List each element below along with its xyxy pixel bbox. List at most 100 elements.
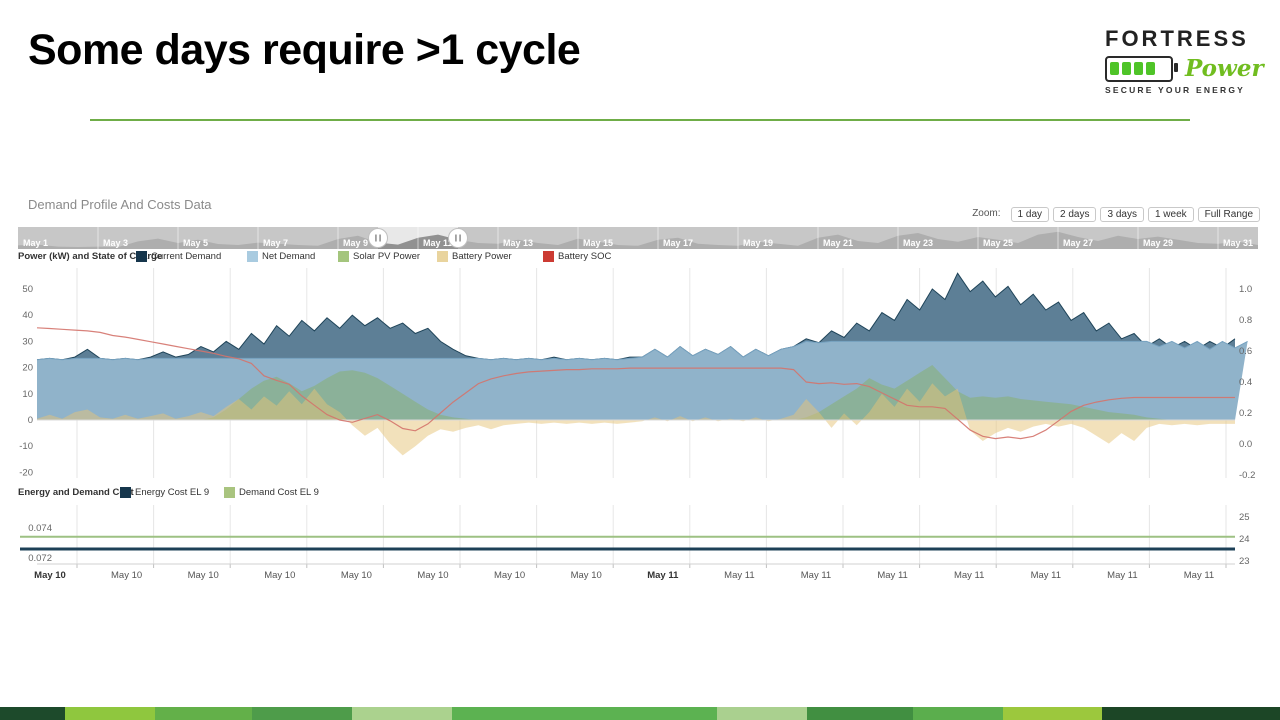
navigator-date-label: May 23 xyxy=(903,238,933,248)
navigator-date-label: May 3 xyxy=(103,238,128,248)
zoom-label: Zoom: xyxy=(972,207,1001,219)
legend-item-current-demand[interactable]: Current Demand xyxy=(136,251,221,262)
legend-item-demand-cost-el-9[interactable]: Demand Cost EL 9 xyxy=(224,487,319,498)
legend-item-net-demand[interactable]: Net Demand xyxy=(247,251,315,262)
navigator-date-label: May 1 xyxy=(23,238,48,248)
logo-script-power: Power xyxy=(1185,55,1264,82)
y-right-tick: 0.2 xyxy=(1239,408,1252,419)
stripe-segment xyxy=(913,707,1003,720)
y-right-tick: -0.2 xyxy=(1239,470,1255,481)
y-right-tick: 0.6 xyxy=(1239,346,1252,357)
handle-grip-icon xyxy=(379,234,381,242)
y-left-tick: 0 xyxy=(28,415,33,426)
y-right-tick: 0.0 xyxy=(1239,439,1252,450)
navigator-date-label: May 27 xyxy=(1063,238,1093,248)
y-right-tick: 0.8 xyxy=(1239,315,1252,326)
series-area-battery-power xyxy=(37,383,1235,456)
main-chart-series xyxy=(36,272,1248,456)
x-axis-label: May 10 xyxy=(264,570,295,581)
navigator-date-label: May 13 xyxy=(503,238,533,248)
handle-grip-icon xyxy=(375,234,377,242)
zoom-controls: Zoom: 1 day 2 days 3 days 1 week Full Range xyxy=(972,204,1260,222)
navigator-track[interactable] xyxy=(18,227,1258,249)
stripe-segment xyxy=(155,707,252,720)
navigator-date-label: May 17 xyxy=(663,238,693,248)
zoom-button-full-range[interactable]: Full Range xyxy=(1197,207,1260,222)
x-axis-label: May 10 xyxy=(417,570,448,581)
battery-bar-icon xyxy=(1110,62,1119,75)
navigator-date-label: May 19 xyxy=(743,238,773,248)
legend-item-battery-power[interactable]: Battery Power xyxy=(437,251,512,262)
legend-item-energy-cost-el-9[interactable]: Energy Cost EL 9 xyxy=(120,487,209,498)
x-axis-label: May 11 xyxy=(647,570,679,581)
x-axis-label: May 10 xyxy=(188,570,219,581)
legend-item-solar-pv-power[interactable]: Solar PV Power xyxy=(338,251,420,262)
legend-item-label: Current Demand xyxy=(151,251,222,262)
zoom-button-3-days[interactable]: 3 days xyxy=(1100,207,1144,222)
legend-item-label: Battery SOC xyxy=(558,251,612,262)
fortress-logo: FORTRESS Power SECURE YOUR ENERGY xyxy=(1105,26,1265,95)
cost-y-right-tick: 23 xyxy=(1239,556,1250,567)
cost-y-right-tick: 24 xyxy=(1239,534,1250,545)
legend-item-label: Demand Cost EL 9 xyxy=(239,487,319,498)
stripe-segment xyxy=(352,707,452,720)
legend-cost-title: Energy and Demand Cost xyxy=(18,487,134,498)
x-axis-label: May 11 xyxy=(954,570,984,581)
legend-swatch-icon xyxy=(247,251,258,262)
navigator-date-label: May 11 xyxy=(423,238,453,248)
series-line-net-demand xyxy=(36,340,1248,361)
legend-item-label: Battery Power xyxy=(452,251,512,262)
stripe-segment xyxy=(0,707,65,720)
y-left-tick: 10 xyxy=(22,389,33,400)
handle-grip-icon xyxy=(455,234,457,242)
zoom-button-2-days[interactable]: 2 days xyxy=(1053,207,1097,222)
handle-grip-icon xyxy=(459,234,461,242)
zoom-button-1-week[interactable]: 1 week xyxy=(1147,207,1194,222)
legend-item-label: Net Demand xyxy=(262,251,316,262)
x-axis-label: May 10 xyxy=(111,570,142,581)
stripe-segment xyxy=(717,707,807,720)
gridlines xyxy=(76,268,1227,568)
x-axis-label: May 11 xyxy=(1184,570,1214,581)
navigator-date-label: May 15 xyxy=(583,238,613,248)
chart-panel-title: Demand Profile And Costs Data xyxy=(28,197,212,212)
legend-item-battery-soc[interactable]: Battery SOC xyxy=(543,251,611,262)
stripe-segment xyxy=(807,707,913,720)
x-axis-label: May 11 xyxy=(1107,570,1137,581)
zoom-button-1-day[interactable]: 1 day xyxy=(1010,207,1050,222)
stripe-segment xyxy=(252,707,352,720)
x-axis-label: May 10 xyxy=(494,570,525,581)
series-area-net-demand xyxy=(37,341,1248,420)
navigator-handle-right[interactable] xyxy=(448,228,468,248)
navigator-handle-left[interactable] xyxy=(368,228,388,248)
legend-swatch-icon xyxy=(224,487,235,498)
logo-wordmark: FORTRESS xyxy=(1105,26,1249,51)
legend-power: Power (kW) and State of Charge Current D… xyxy=(0,251,1280,265)
legend-item-label: Solar PV Power xyxy=(353,251,421,262)
zoom-button-group: 1 day 2 days 3 days 1 week Full Range xyxy=(1007,204,1260,222)
x-axis-label: May 11 xyxy=(1031,570,1061,581)
stripe-segment xyxy=(452,707,717,720)
y-left-tick: -20 xyxy=(19,467,33,478)
x-axis-label: May 10 xyxy=(34,570,66,581)
x-axis-label: May 10 xyxy=(571,570,602,581)
slide-title: Some days require >1 cycle xyxy=(28,26,581,74)
series-line-battery-soc xyxy=(36,327,1235,440)
legend-swatch-icon xyxy=(437,251,448,262)
cost-y-right-tick: 25 xyxy=(1239,512,1250,523)
y-left-tick: 50 xyxy=(22,284,33,295)
legend-swatch-icon xyxy=(338,251,349,262)
legend-swatch-icon xyxy=(136,251,147,262)
title-underline xyxy=(90,119,1190,121)
y-left-tick: -10 xyxy=(19,441,33,452)
legend-swatch-icon xyxy=(120,487,131,498)
navigator[interactable]: May 1 May 3 May 5 May 7 May 9 May 11 May 13 May… xyxy=(18,227,1258,249)
navigator-date-label: May 21 xyxy=(823,238,853,248)
stripe-segment xyxy=(1102,707,1280,720)
x-axis-label: May 10 xyxy=(341,570,372,581)
x-axis-label: May 11 xyxy=(801,570,831,581)
x-axis-label: May 11 xyxy=(877,570,907,581)
navigator-date-label: May 29 xyxy=(1143,238,1173,248)
